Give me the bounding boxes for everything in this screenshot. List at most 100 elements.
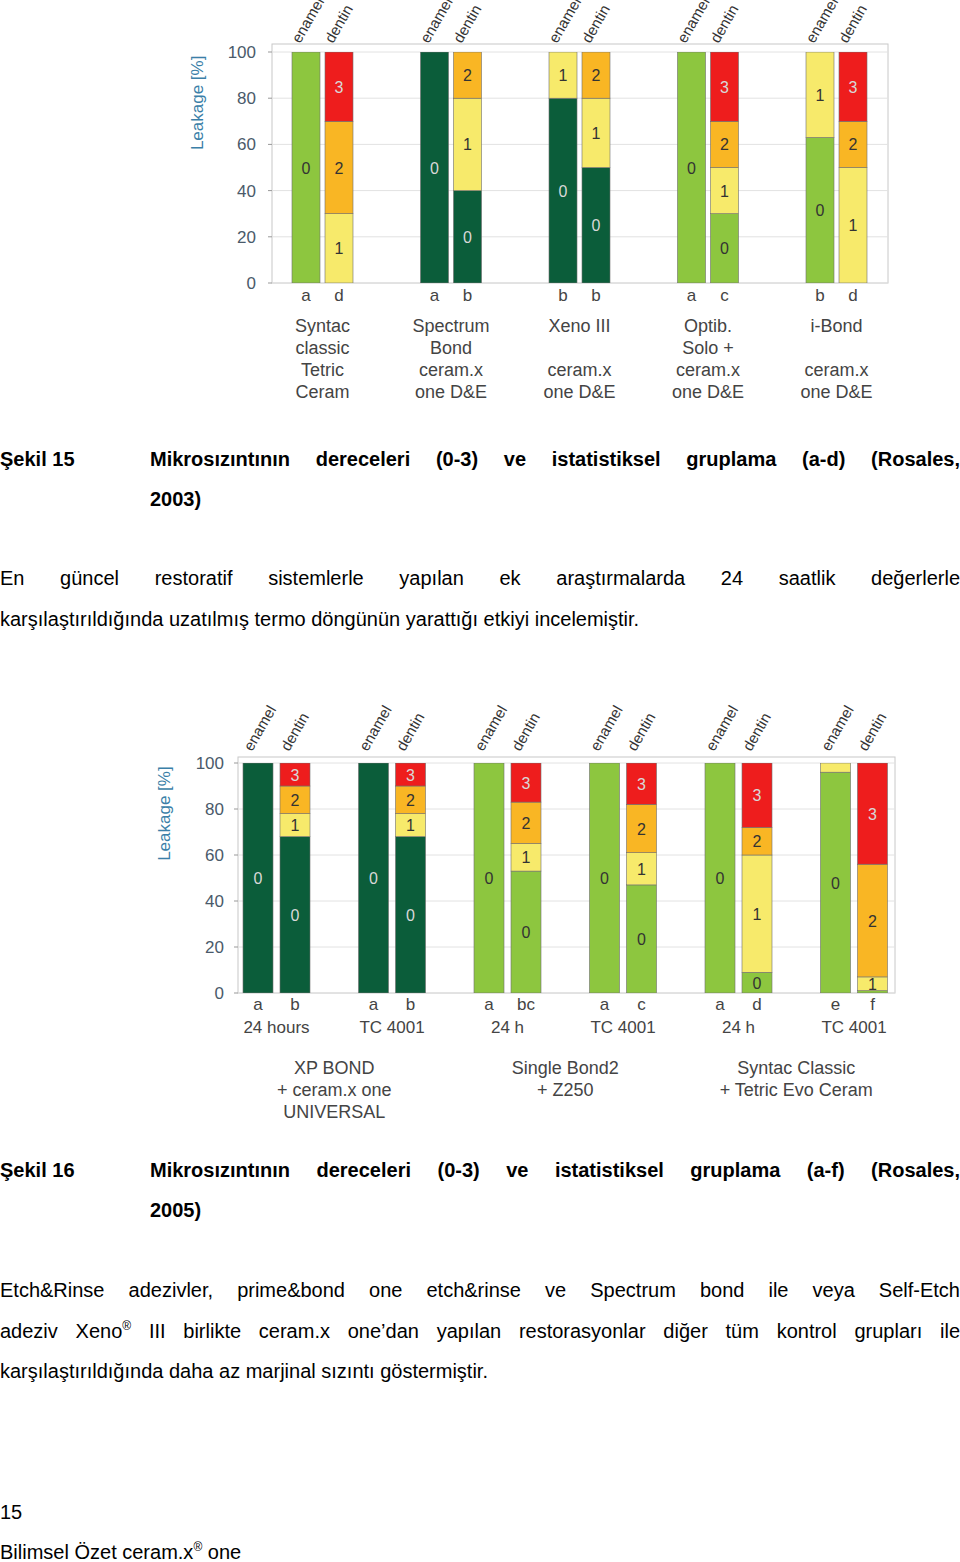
grid-line — [272, 144, 888, 145]
bar-segment — [243, 763, 273, 764]
category-label: e — [831, 995, 840, 1014]
category-label: a — [600, 995, 610, 1014]
text-segment: karşılaştırıldığında daha az marjinal sı… — [0, 1360, 488, 1382]
chart: 020406080100Leakage [%]01230012010120012… — [188, 0, 888, 402]
segment-label: 2 — [522, 815, 531, 832]
segment-label: 0 — [716, 870, 725, 887]
group-label: + Tetric Evo Ceram — [720, 1080, 873, 1100]
bar-segment — [280, 786, 310, 814]
bar-segment — [806, 52, 834, 137]
caption-label: Şekil 15 — [0, 446, 140, 472]
category-label: b — [406, 995, 415, 1014]
segment-label: 1 — [637, 861, 646, 878]
bar-segment — [421, 52, 449, 53]
grid-line — [272, 52, 888, 53]
category-label: a — [253, 995, 263, 1014]
segment-label: 2 — [406, 792, 415, 809]
bar-top-label: dentin — [321, 2, 356, 46]
segment-label: 2 — [335, 160, 344, 177]
segment-label: 1 — [559, 67, 568, 84]
segment-label: 0 — [637, 931, 646, 948]
bar-segment — [678, 52, 706, 53]
group-label: Bond — [430, 338, 472, 358]
bar-top-label: dentin — [835, 2, 870, 46]
bar-segment — [359, 763, 389, 993]
segment-label: 1 — [720, 183, 729, 200]
bar-top-label: dentin — [449, 2, 484, 46]
grid-line — [272, 190, 888, 191]
segment-label: 3 — [753, 787, 762, 804]
bar-segment — [325, 52, 353, 121]
bar-segment — [590, 763, 620, 764]
tick-mark — [268, 98, 272, 99]
chart: 020406080100Leakage [%]00123001230012300… — [155, 702, 895, 1122]
bar-segment — [396, 837, 426, 993]
axis-label: Leakage [%] — [155, 766, 174, 861]
tick-mark — [268, 190, 272, 191]
group-label: UNIVERSAL — [283, 1102, 385, 1122]
grid-line — [272, 236, 888, 237]
bar-top-label: dentin — [854, 710, 889, 754]
bar-segment — [705, 763, 735, 764]
bar-segment — [821, 763, 851, 772]
segment-label: 0 — [753, 975, 762, 992]
bar-segment — [280, 814, 310, 837]
bar-segment — [582, 168, 610, 284]
category-label: a — [369, 995, 379, 1014]
bar-segment — [705, 763, 735, 993]
group-label: one D&E — [543, 382, 615, 402]
subgroup-label: TC 4001 — [359, 1018, 424, 1037]
bar-top-label: dentin — [623, 710, 658, 754]
caption-text: Mikrosızıntının dereceleri (0-3) ve ista… — [150, 1157, 960, 1183]
category-label: b — [815, 286, 824, 305]
group-label: Solo + — [682, 338, 734, 358]
bar-top-label: enamel — [702, 702, 741, 753]
group-label: + ceram.x one — [277, 1080, 392, 1100]
bar-top-label: enamel — [240, 702, 279, 753]
bar-segment — [292, 52, 320, 53]
segment-label: 1 — [522, 849, 531, 866]
bar-segment — [858, 864, 888, 977]
segment-label: 1 — [816, 87, 825, 104]
bar-segment — [511, 871, 541, 993]
bar-segment — [421, 52, 449, 53]
segment-label: 0 — [485, 870, 494, 887]
category-label: b — [591, 286, 600, 305]
bar-segment — [511, 844, 541, 872]
text-segment: karşılaştırıldığında uzatılmış termo dön… — [0, 608, 639, 630]
segment-label: 2 — [849, 136, 858, 153]
bar-segment — [280, 837, 310, 993]
group-label: Syntac Classic — [737, 1058, 855, 1078]
segment-label: 2 — [753, 833, 762, 850]
bar-segment — [711, 121, 739, 167]
subgroup-label: TC 4001 — [590, 1018, 655, 1037]
bar-segment — [742, 855, 772, 972]
text-segment: III birlikte ceram.x one’dan yapılan res… — [149, 1320, 960, 1342]
bar-segment — [742, 827, 772, 855]
segment-label: 3 — [522, 775, 531, 792]
group-label: one D&E — [415, 382, 487, 402]
segment-label: 3 — [849, 79, 858, 96]
bar-segment — [359, 763, 389, 764]
bar-segment — [590, 763, 620, 993]
category-label: f — [870, 995, 875, 1014]
tick-mark — [268, 52, 272, 53]
group-label: classic — [295, 338, 349, 358]
segment-label: 1 — [592, 125, 601, 142]
category-label: d — [334, 286, 343, 305]
group-label: Ceram — [295, 382, 349, 402]
bar-top-label: enamel — [416, 0, 455, 46]
bar-segment — [839, 168, 867, 284]
group-label: Single Bond2 — [512, 1058, 619, 1078]
bar-top-label: dentin — [739, 710, 774, 754]
caption-label: Şekil 16 — [0, 1157, 140, 1183]
footer-title: Bilimsel Özet ceram.x® one — [0, 1539, 600, 1562]
bar-segment — [292, 52, 320, 53]
segment-label: 0 — [430, 160, 439, 177]
segment-label: 2 — [592, 67, 601, 84]
text-segment: ® — [122, 1319, 131, 1333]
tick-label: 0 — [247, 274, 256, 293]
segment-label: 0 — [816, 202, 825, 219]
bar-top-label: dentin — [508, 710, 543, 754]
bar-segment — [454, 191, 482, 283]
